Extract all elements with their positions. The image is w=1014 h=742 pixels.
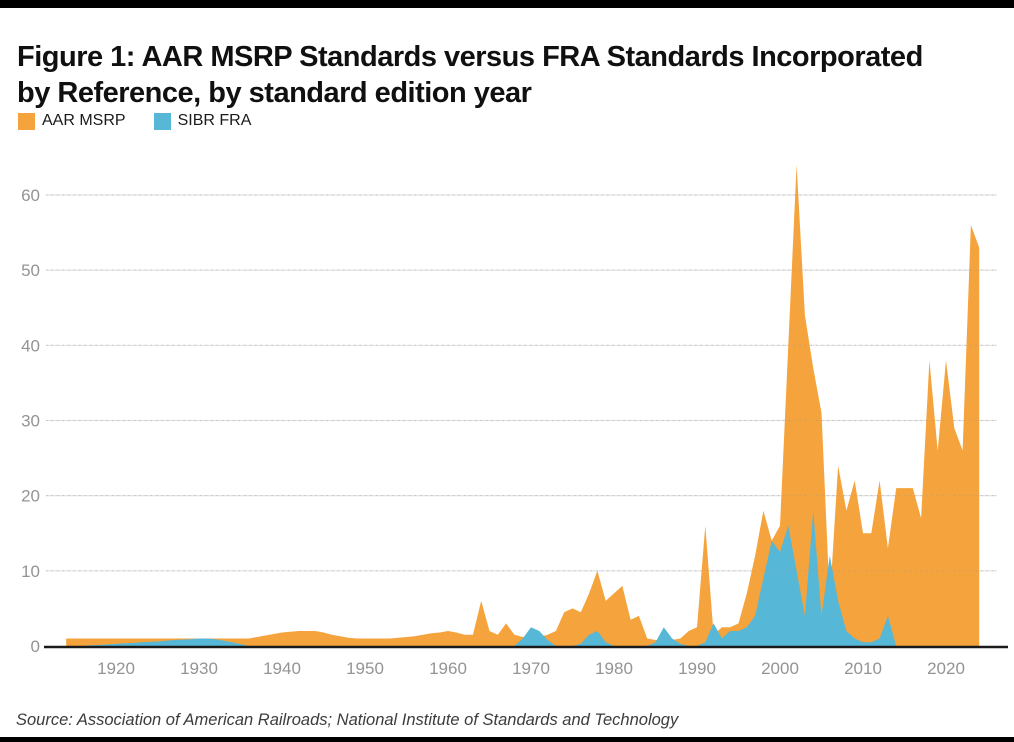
chart-legend: AAR MSRP SIBR FRA xyxy=(18,112,251,130)
sibr-fra-swatch-icon xyxy=(153,112,171,130)
y-axis-labels: 0 10 20 30 40 50 60 xyxy=(21,186,40,656)
x-tick-label-1940: 1940 xyxy=(263,659,301,678)
x-tick-label-1960: 1960 xyxy=(429,659,467,678)
x-tick-label-2010: 2010 xyxy=(844,659,882,678)
x-tick-label-1930: 1930 xyxy=(180,659,218,678)
dotted-gridline-overlay xyxy=(46,194,997,572)
x-tick-label-1920: 1920 xyxy=(97,659,135,678)
legend-label-sibr-fra: SIBR FRA xyxy=(177,112,252,129)
sibr-fra-area xyxy=(66,510,980,646)
legend-item-aar-msrp: AAR MSRP xyxy=(18,112,126,130)
aar-msrp-swatch-icon xyxy=(18,112,35,130)
figure-title: Figure 1: AAR MSRP Standards versus FRA … xyxy=(17,41,923,109)
bottom-border-bar xyxy=(0,737,1014,742)
y-tick-label-30: 30 xyxy=(21,411,40,430)
y-tick-label-40: 40 xyxy=(21,336,40,355)
top-border-bar xyxy=(0,0,1014,8)
y-tick-label-50: 50 xyxy=(21,261,40,280)
source-credit: Source: Association of American Railroad… xyxy=(16,711,679,729)
legend-label-aar-msrp: AAR MSRP xyxy=(42,112,126,129)
x-tick-label-1980: 1980 xyxy=(595,659,633,678)
y-tick-label-20: 20 xyxy=(21,487,40,506)
y-tick-label-60: 60 xyxy=(21,186,40,205)
legend-item-sibr-fra: SIBR FRA xyxy=(153,112,252,130)
x-axis-labels: 1920 1930 1940 1950 1960 1970 1980 1990 2000 2010… xyxy=(97,659,965,678)
x-tick-label-2000: 2000 xyxy=(761,659,799,678)
x-tick-label-1970: 1970 xyxy=(512,659,550,678)
x-tick-label-1990: 1990 xyxy=(678,659,716,678)
x-tick-label-2020: 2020 xyxy=(927,659,965,678)
y-tick-label-0: 0 xyxy=(31,637,40,656)
x-tick-label-1950: 1950 xyxy=(346,659,384,678)
area-series xyxy=(66,164,980,646)
aar-msrp-area xyxy=(66,164,980,646)
y-tick-label-10: 10 xyxy=(21,562,40,581)
